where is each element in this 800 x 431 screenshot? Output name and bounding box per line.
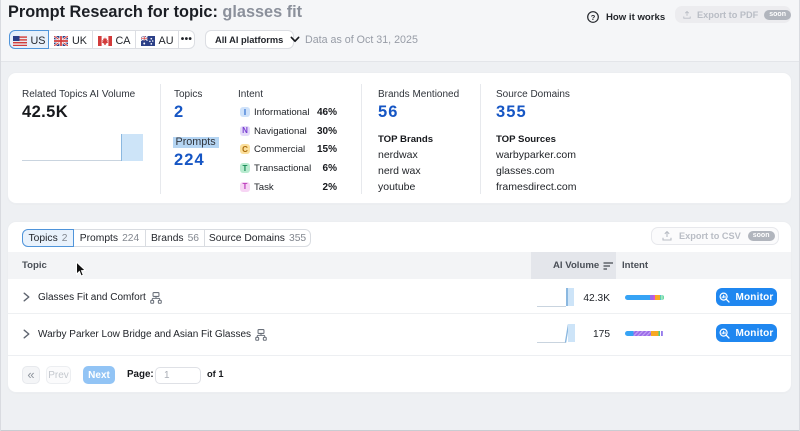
svg-text:?: ? [591, 13, 596, 22]
